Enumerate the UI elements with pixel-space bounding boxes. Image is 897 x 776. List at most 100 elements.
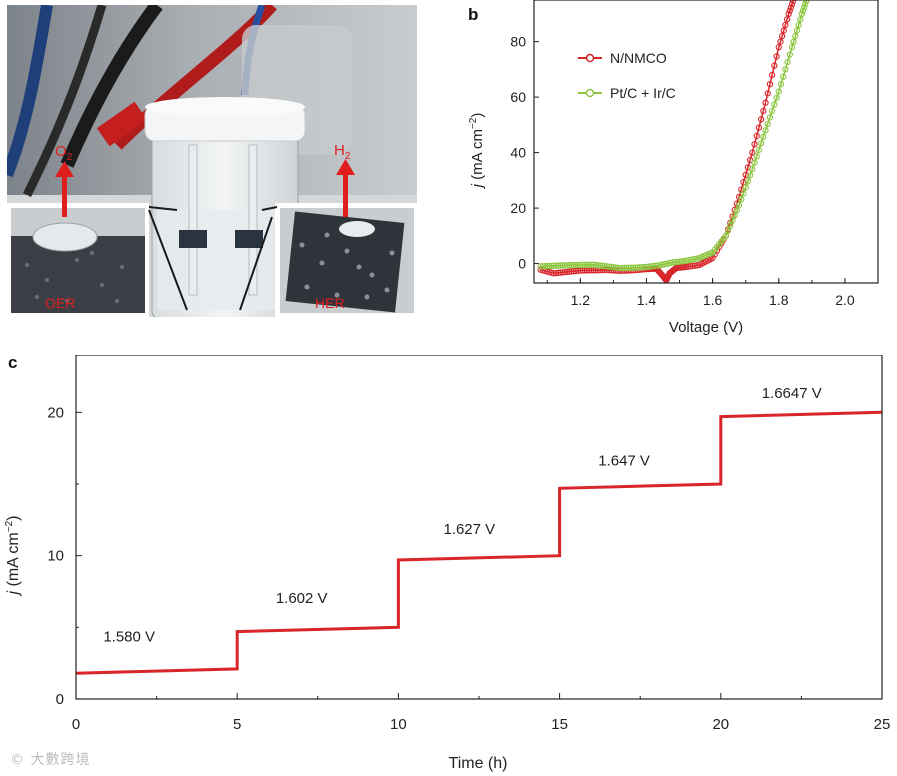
chart-b-point (786, 7, 793, 14)
chart-b-point (570, 261, 577, 269)
chart-b-point (731, 212, 738, 219)
chart-b-point (782, 21, 789, 29)
chart-b-point (557, 269, 564, 276)
electrolyzer-photo: O2 H2 OER HER (7, 5, 417, 317)
chart-b-point (760, 107, 767, 115)
chart-b-point (537, 263, 544, 270)
chart-c-xtick-label: 25 (874, 716, 891, 733)
chart-b-point (746, 156, 754, 164)
chart-b-point (751, 141, 758, 148)
chart-c-voltage-annotation: 1.580 V (103, 629, 155, 646)
chart-b-point (669, 259, 677, 266)
her-label: HER (315, 295, 345, 311)
chart-b-point (588, 261, 595, 268)
chart-b-point (680, 257, 688, 265)
chart-b-point (555, 269, 562, 276)
chart-b-point (802, 1, 809, 8)
chart-b-series-pt-ir (537, 0, 810, 272)
chart-b-point (612, 264, 619, 271)
chart-b-point (619, 264, 626, 272)
chart-c-stability: 0 5 10 15 20 25 0 10 20 1.580 V 1.602 V 1.627 V 1.6… (4, 355, 891, 772)
chart-b-point (797, 16, 804, 23)
chart-b-point (762, 127, 769, 134)
chart-b-point (782, 66, 789, 73)
chart-b-xtick-label: 1.8 (769, 292, 789, 308)
chart-b-point (777, 81, 785, 88)
chart-b-point (630, 264, 637, 271)
chart-b-point (555, 262, 562, 269)
chart-b-point (546, 262, 553, 270)
chart-b-point (561, 262, 569, 269)
chart-b-point (544, 262, 551, 270)
chart-b-point (744, 178, 752, 185)
chart-b-point (788, 44, 796, 51)
chart-b-point (566, 262, 573, 269)
chart-c-voltage-annotation: 1.6647 V (762, 385, 822, 402)
chart-b-point (585, 261, 593, 268)
chart-b-point (771, 62, 778, 69)
chart-b-point (753, 153, 760, 160)
chart-b-point (777, 38, 784, 45)
chart-b-ytick-label: 80 (510, 34, 526, 50)
chart-b-series-line (540, 0, 808, 269)
chart-b-point (638, 264, 646, 271)
legend-label-pt-ir: Pt/C + Ir/C (610, 85, 676, 101)
chart-b-point (563, 262, 571, 269)
chart-b-point (570, 268, 577, 275)
chart-b-point (583, 261, 591, 268)
chart-b-point (599, 262, 606, 269)
chart-b-point (632, 264, 639, 271)
chart-b-point (594, 262, 602, 269)
chart-b-point (557, 262, 564, 269)
chart-b-point (605, 263, 613, 270)
chart-c-ytick-label: 10 (47, 548, 64, 565)
chart-b-point (738, 196, 745, 203)
chart-b-ytick-label: 0 (518, 256, 526, 272)
chart-b-point (561, 268, 569, 276)
chart-b-point (795, 21, 802, 29)
chart-b-point (733, 207, 741, 214)
chart-b-point (746, 172, 754, 179)
chart-b-point (636, 264, 643, 271)
legend-marker-pt-ir (585, 88, 595, 98)
chart-c-series-line (75, 410, 883, 675)
h2-label: H2 (334, 142, 351, 162)
chart-b-point (687, 263, 694, 270)
chart-b-point (610, 264, 617, 271)
chart-b-point (614, 264, 621, 271)
chart-c-xtick-label: 15 (551, 716, 568, 733)
chart-b-point (649, 262, 657, 270)
watermark-text: 大數跨境 (30, 752, 91, 768)
chart-b-point (766, 114, 774, 121)
chart-b-ytick-label: 40 (510, 145, 526, 161)
chart-b-point (766, 81, 774, 88)
chart-c-xtick-label: 5 (233, 716, 241, 733)
panel-label-c: c (8, 353, 18, 372)
chart-b-point (643, 263, 650, 271)
chart-b-point (559, 262, 566, 269)
chart-b-point (689, 262, 696, 270)
chart-b-ytick-label: 20 (510, 200, 526, 216)
chart-b-point (616, 264, 624, 272)
chart-b-point (800, 4, 808, 11)
chart-b-point (541, 263, 549, 270)
chart-b-point (735, 202, 743, 209)
chart-b-point (784, 58, 791, 66)
chart-b-xlabel: Voltage (V) (669, 319, 743, 336)
chart-b-legend: N/NMCO Pt/C + Ir/C (578, 50, 676, 101)
chart-b-point (803, 0, 810, 5)
panel-label-b: b (468, 5, 479, 24)
chart-b-point (621, 264, 628, 272)
chart-b-point (755, 124, 763, 131)
chart-b-point (608, 263, 615, 271)
chart-b-point (691, 262, 699, 269)
chart-b-point (685, 263, 692, 270)
chart-b-point (627, 264, 635, 271)
watermark-icon: © (10, 752, 31, 768)
chart-b-point (645, 263, 652, 270)
chart-b-point (568, 262, 575, 269)
chart-c-ytick-label: 0 (56, 691, 64, 708)
oer-label: OER (45, 295, 75, 311)
chart-b-point (671, 259, 679, 266)
chart-b-point (775, 88, 782, 95)
